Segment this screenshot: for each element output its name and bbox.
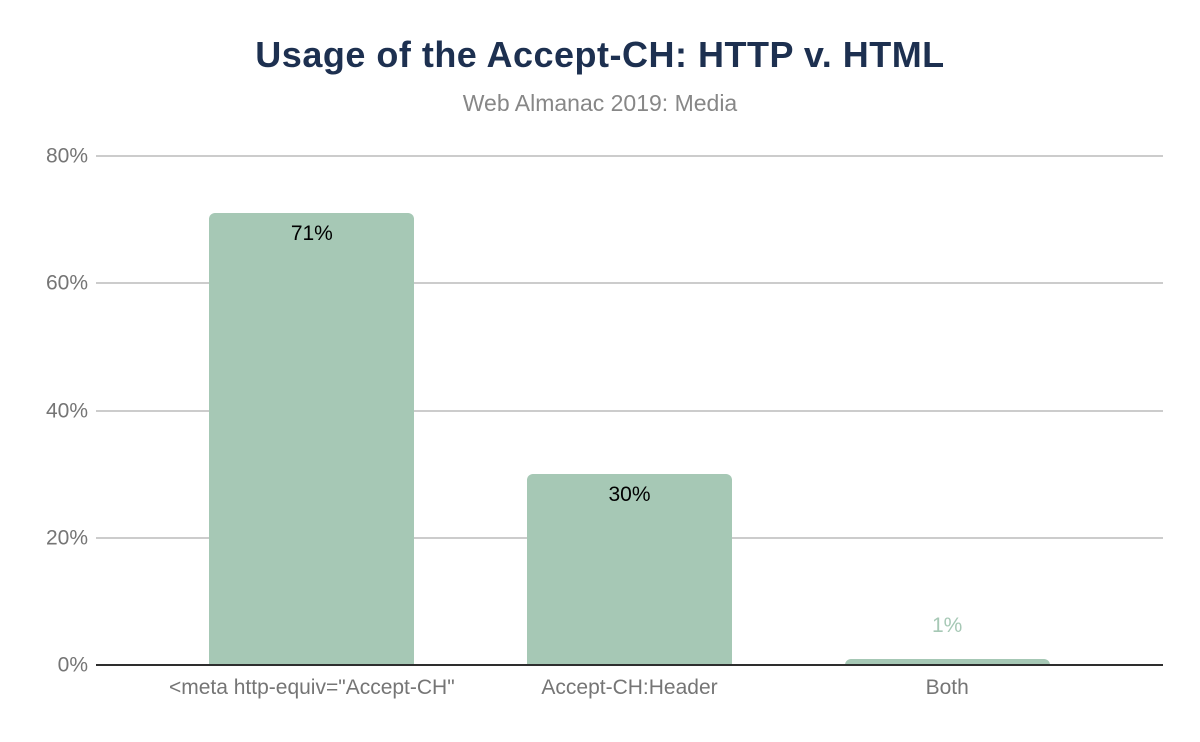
y-tick-label-20: 20%	[45, 526, 88, 550]
gridline-80	[96, 155, 1163, 157]
bar-slot-1: 30%	[471, 156, 789, 665]
bar-2: 1%	[844, 614, 1050, 665]
chart-subtitle: Web Almanac 2019: Media	[462, 90, 738, 116]
x-tick-label-1: Accept-CH:Header	[541, 676, 718, 699]
bar-slot-0: 71%	[153, 156, 471, 665]
gridline-40	[96, 409, 1163, 412]
y-tick-label-60: 60%	[45, 271, 88, 295]
y-tick-label-40: 40%	[45, 399, 88, 422]
x-axis-line	[96, 663, 1163, 666]
gridline-60	[96, 282, 1163, 285]
y-axis-labels: 0% 20% 40% 60% 80%	[0, 146, 88, 676]
y-tick-label-80: 80%	[45, 144, 88, 168]
chart-title: Usage of the Accept-CH: HTTP v. HTML	[255, 34, 945, 75]
y-tick-label-0: 0%	[57, 653, 88, 677]
x-tick-label-0: <meta http-equiv="Accept-CH"	[168, 676, 455, 699]
bar-value-label-1: 30%	[608, 483, 651, 507]
bar-0: 71%	[209, 213, 415, 665]
bar-value-label-0: 71%	[290, 222, 333, 246]
plot-area: 71% 30% 1%	[96, 155, 1163, 666]
bar-value-label-2: 1%	[931, 613, 963, 637]
bar-slot-2: 1%	[788, 156, 1106, 665]
x-tick-label-2: Both	[925, 676, 969, 699]
x-axis-labels: <meta http-equiv="Accept-CH" Accept-CH:He…	[153, 674, 1106, 702]
bars-area: 71% 30% 1%	[153, 156, 1106, 665]
bar-1: 30%	[527, 474, 732, 665]
